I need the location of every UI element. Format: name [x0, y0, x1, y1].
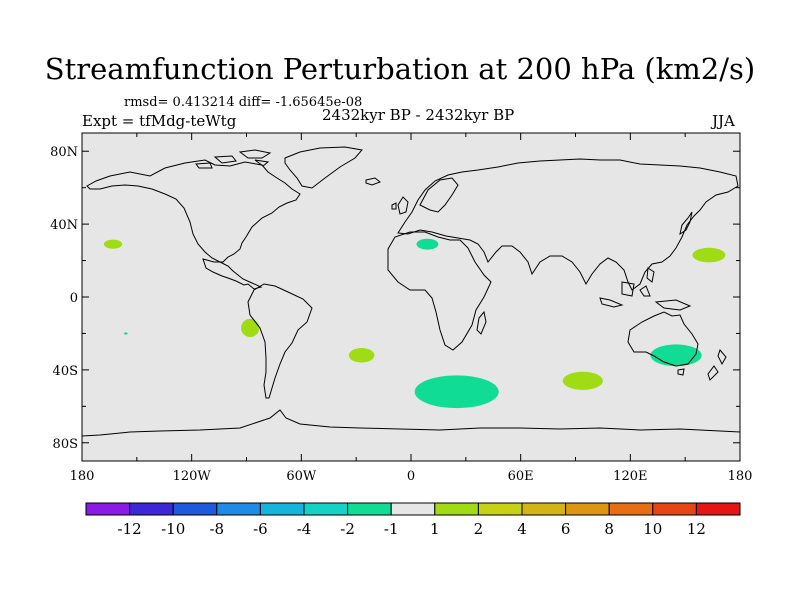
coast-japan: [679, 211, 693, 236]
period-label: 2432kyr BP - 2432kyr BP: [322, 106, 515, 124]
rmsd-diff-stats: rmsd= 0.413214 diff= -1.65645e-08: [124, 95, 363, 110]
anomaly-patch: [650, 344, 702, 367]
colorbar-label: -8: [209, 520, 224, 538]
colorbar-swatch: [652, 502, 697, 516]
anomaly-patch: [124, 332, 128, 335]
lon-label: 60W: [286, 469, 317, 484]
anomaly-patch: [414, 375, 499, 409]
colorbar-swatch: [172, 502, 218, 516]
coast-arctic-islands: [195, 149, 272, 169]
lat-label: 0: [70, 291, 78, 306]
colorbar-swatch: [477, 502, 523, 516]
colorbar-label: 1: [430, 520, 440, 538]
anomaly-patch: [348, 348, 375, 363]
anomaly-patch: [562, 371, 603, 390]
colorbar-swatch: [608, 502, 654, 516]
axis-ticks: [81, 133, 741, 461]
colorbar-swatch: [85, 502, 131, 516]
colorbar-swatch: [259, 502, 305, 516]
colorbar-swatch: [303, 502, 349, 516]
colorbar-label: -2: [340, 520, 355, 538]
lon-label: 120E: [613, 469, 647, 484]
coast-new-zealand: [707, 349, 727, 381]
colorbar-swatch: [521, 502, 567, 516]
lat-label: 80N: [50, 145, 78, 160]
plot-title: Streamfunction Perturbation at 200 hPa (…: [44, 52, 756, 86]
colorbar-swatch: [695, 502, 741, 516]
lon-label: 180: [70, 469, 95, 484]
colorbar-label: 6: [561, 520, 571, 538]
map-frame: [81, 132, 741, 462]
coast-iceland: [365, 177, 381, 186]
coast-greenland: [284, 146, 363, 189]
colorbar-label: 4: [517, 520, 527, 538]
experiment-label: Expt = tfMdg-teWtg: [82, 112, 237, 130]
anomaly-patch: [416, 238, 439, 250]
coast-british-isles: [391, 196, 409, 215]
coast-madagascar: [476, 310, 487, 335]
colorbar-label: -12: [118, 520, 142, 538]
colorbar-label: -1: [384, 520, 399, 538]
anomaly-patch: [241, 318, 260, 338]
colorbar-label: -4: [297, 520, 312, 538]
colorbar-swatch: [565, 502, 610, 516]
colorbar-swatch: [434, 502, 479, 516]
coast-scandinavia: [419, 177, 459, 213]
colorbar-swatch: [390, 502, 436, 516]
lon-label: 180: [728, 469, 753, 484]
colorbar-label: 12: [687, 520, 706, 538]
coast-australia: [627, 311, 699, 367]
anomaly-layer: [103, 238, 726, 409]
coast-indonesia: [599, 267, 692, 311]
colorbar: -12 -10 -8 -6 -4 -2 -1 1 2 4 6 8 10 12: [85, 502, 741, 538]
lat-label: 40S: [53, 364, 78, 379]
season-label: JJA: [712, 112, 735, 130]
coast-antarctica: [81, 409, 741, 437]
anomaly-patch: [103, 239, 123, 249]
colorbar-label: 10: [643, 520, 662, 538]
colorbar-swatch: [129, 502, 174, 516]
coast-north-america: [86, 159, 301, 290]
lat-label: 80S: [53, 437, 78, 452]
colorbar-swatch: [216, 502, 261, 516]
lon-label: 60E: [508, 469, 534, 484]
colorbar-label: 2: [474, 520, 484, 538]
coastline-layer: [81, 146, 741, 437]
anomaly-patch: [692, 247, 726, 263]
lon-label: 120W: [173, 469, 212, 484]
lat-label: 40N: [50, 218, 78, 233]
colorbar-label: -10: [161, 520, 185, 538]
colorbar-label: 8: [604, 520, 614, 538]
coast-tasmania: [677, 368, 685, 376]
coast-eurasia: [397, 158, 739, 291]
lon-label: 0: [407, 469, 415, 484]
colorbar-swatch: [347, 502, 392, 516]
colorbar-label: -6: [253, 520, 268, 538]
coast-south-america: [247, 283, 313, 399]
coast-africa: [387, 231, 492, 351]
